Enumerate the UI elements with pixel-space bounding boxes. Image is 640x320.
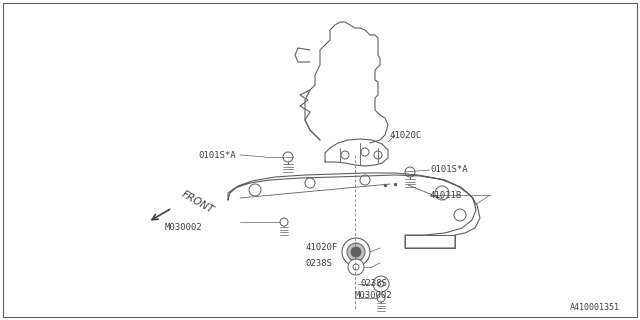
Circle shape [347,243,365,261]
Circle shape [280,218,288,226]
Text: 41020C: 41020C [390,131,422,140]
Circle shape [283,152,293,162]
Circle shape [405,167,415,177]
Circle shape [249,184,261,196]
Text: A410001351: A410001351 [570,303,620,312]
Circle shape [351,247,361,257]
Text: 0238S: 0238S [360,279,387,289]
Circle shape [360,175,370,185]
Circle shape [305,178,315,188]
Text: M030002: M030002 [355,292,392,300]
Text: 41011B: 41011B [430,190,462,199]
Circle shape [373,276,389,292]
Text: M030002: M030002 [165,223,203,233]
Text: 0101S*A: 0101S*A [198,150,236,159]
Circle shape [377,294,385,302]
Circle shape [435,186,449,200]
Circle shape [454,209,466,221]
Circle shape [374,151,382,159]
Circle shape [341,151,349,159]
Circle shape [361,148,369,156]
Text: FRONT: FRONT [180,189,216,215]
Circle shape [348,259,364,275]
Text: 41020F: 41020F [305,244,337,252]
Text: 0238S: 0238S [305,259,332,268]
Text: 0101S*A: 0101S*A [430,165,468,174]
Circle shape [378,281,384,287]
Circle shape [342,238,370,266]
Circle shape [353,264,359,270]
